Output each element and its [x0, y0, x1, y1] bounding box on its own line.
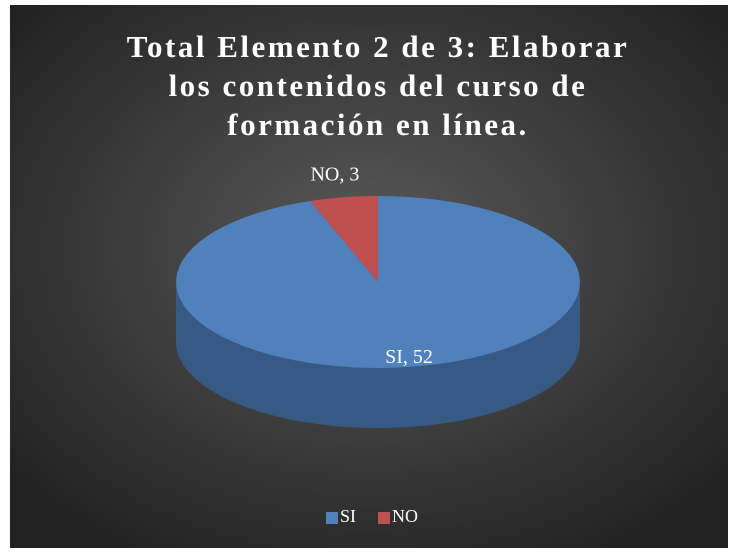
data-label: SI, 52	[385, 346, 433, 368]
pie-slice-side	[176, 282, 580, 428]
legend-label: NO	[392, 506, 418, 526]
data-label: NO, 3	[310, 164, 359, 186]
legend-label: SI	[340, 506, 356, 526]
chart-title: Total Elemento 2 de 3: Elaborar los conte…	[127, 29, 630, 142]
legend-swatch	[326, 512, 338, 524]
pie-slice	[176, 196, 580, 368]
legend-swatch	[378, 512, 390, 524]
pie-slice	[310, 196, 378, 282]
